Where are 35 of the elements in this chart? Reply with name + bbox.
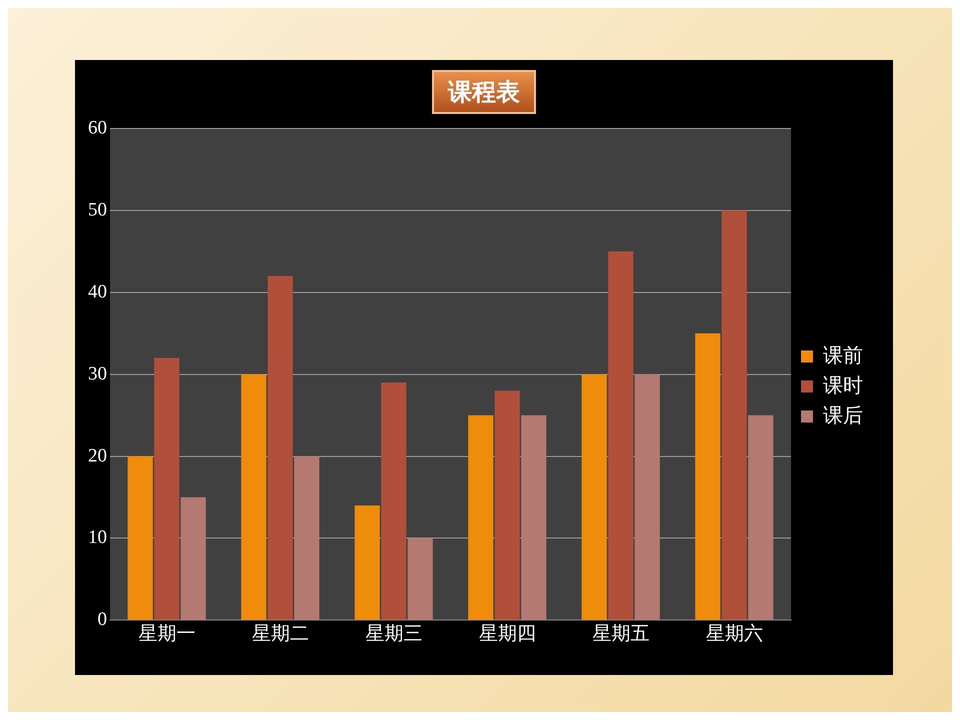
legend-label: 课后 <box>823 404 863 427</box>
x-tick-label: 星期六 <box>706 622 763 645</box>
bar <box>154 358 180 620</box>
x-tick-label: 星期三 <box>365 624 422 645</box>
bar <box>268 276 293 620</box>
y-tick-label: 40 <box>88 281 107 302</box>
y-tick-label: 0 <box>98 609 107 630</box>
y-tick-label: 50 <box>88 199 107 220</box>
bar <box>354 505 380 620</box>
y-tick-label: 60 <box>88 117 107 138</box>
bar <box>748 415 774 620</box>
bar <box>521 415 546 620</box>
bar <box>128 456 153 620</box>
x-tick-label: 星期二 <box>252 624 309 645</box>
bar <box>381 382 406 620</box>
bar <box>695 333 720 620</box>
legend-label: 课前 <box>823 344 863 367</box>
bar <box>180 497 206 620</box>
bar <box>634 374 660 620</box>
y-tick-label: 20 <box>88 445 107 466</box>
bar <box>294 456 320 620</box>
x-tick-label: 星期一 <box>138 624 196 645</box>
bar <box>468 415 494 620</box>
chart-title: 课程表 <box>432 70 536 114</box>
bar <box>722 210 747 620</box>
bar <box>582 374 607 620</box>
x-tick-label: 星期四 <box>478 624 536 645</box>
bar <box>241 374 266 620</box>
bar <box>408 538 433 620</box>
bar <box>494 390 520 620</box>
y-tick-label: 10 <box>88 527 107 548</box>
legend-label: 课时 <box>823 374 863 397</box>
bar <box>608 251 634 620</box>
x-tick-label: 星期五 <box>592 624 650 645</box>
y-tick-label: 30 <box>88 363 107 384</box>
